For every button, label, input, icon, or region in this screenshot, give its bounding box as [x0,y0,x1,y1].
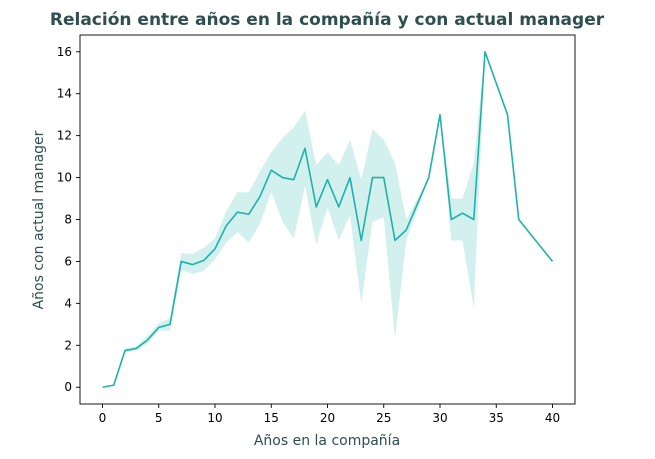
chart-title: Relación entre años en la compañía y con… [50,10,605,30]
x-tick-label: 25 [376,411,391,425]
y-axis-label: Años con actual manager [31,130,47,309]
y-tick-label: 16 [57,45,72,59]
plot-frame [79,34,576,405]
confidence-band [102,51,553,388]
y-tick-label: 0 [64,380,72,394]
y-tick-label: 2 [64,338,72,352]
y-tick-label: 4 [64,296,72,310]
x-tick-label: 15 [264,411,279,425]
x-tick-label: 20 [320,411,335,425]
x-tick-label: 30 [432,411,447,425]
x-tick-label: 0 [99,411,107,425]
y-tick-label: 12 [57,129,72,143]
series-line [102,50,554,389]
x-tick-label: 5 [155,411,163,425]
plot-area: 0 5 10 15 20 25 30 35 40 0 2 4 6 8 10 12 14 16 [57,34,576,425]
y-tick-label: 10 [57,171,72,185]
x-tick-label: 40 [545,411,560,425]
x-axis-label: Años en la compañía [254,433,400,449]
x-tick-label: 35 [489,411,504,425]
x-tick-label: 10 [207,411,222,425]
y-tick-label: 14 [57,87,72,101]
y-tick-label: 6 [64,254,72,268]
y-tick-label: 8 [64,213,72,227]
